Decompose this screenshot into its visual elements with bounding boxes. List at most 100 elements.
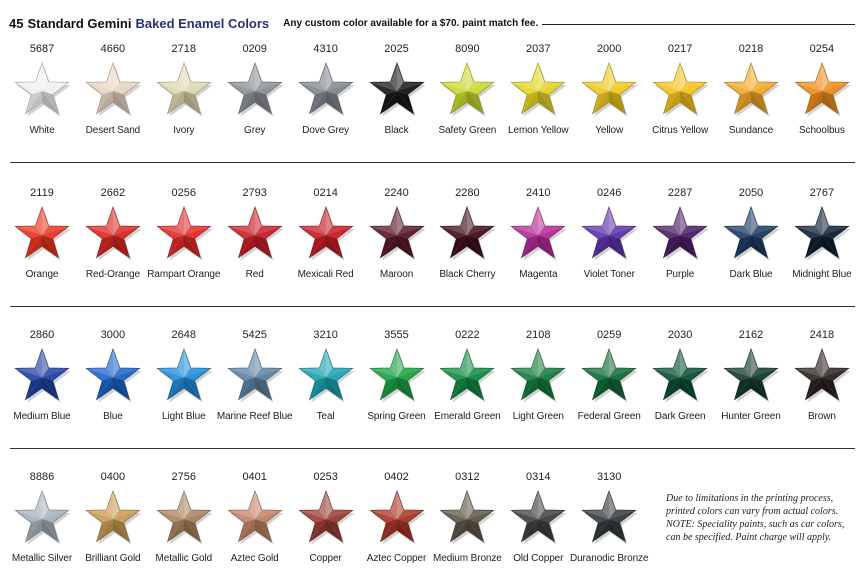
color-swatch: 2648 Light Blue xyxy=(148,328,220,438)
color-code: 0259 xyxy=(596,329,622,341)
star-icon xyxy=(224,60,286,122)
star-icon xyxy=(153,346,215,408)
color-name: Mexicali Red xyxy=(297,269,354,280)
color-name: Maroon xyxy=(379,269,414,280)
color-name: Teal xyxy=(316,411,335,422)
swatch-row: 8886 Metallic Silver 0400 Brilliant Gold 2… xyxy=(0,470,867,580)
disclaimer-line: Due to limitations in the printing proce… xyxy=(666,493,834,504)
color-code: 2648 xyxy=(171,329,197,341)
color-code: 5425 xyxy=(242,329,267,341)
page-title: Baked Enamel Colors xyxy=(135,15,270,31)
star-icon xyxy=(507,60,569,122)
star-icon xyxy=(436,488,498,550)
color-code: 2162 xyxy=(738,329,764,341)
color-name: Black Cherry xyxy=(439,269,496,280)
color-code: 8090 xyxy=(455,43,480,55)
color-swatch: 3000 Blue xyxy=(77,328,149,438)
color-code: 0222 xyxy=(455,329,480,341)
star-icon xyxy=(507,204,569,266)
color-name: Copper xyxy=(309,553,342,564)
star-icon xyxy=(649,346,711,408)
color-name: Lemon Yellow xyxy=(508,125,569,136)
color-swatch: 2000 Yellow xyxy=(573,42,645,152)
color-code: 0256 xyxy=(171,187,197,199)
disclaimer-line: can be specified. Paint charge will appl… xyxy=(666,532,832,543)
color-code: 4310 xyxy=(313,43,338,55)
color-swatch: 2287 Purple xyxy=(644,186,716,296)
color-swatch: 2767 Midnight Blue xyxy=(786,186,858,296)
color-swatch: 8090 Safety Green xyxy=(431,42,503,152)
color-code: 4660 xyxy=(100,43,126,55)
color-swatch: 4310 Dove Grey xyxy=(290,42,362,152)
color-swatch: 2162 Hunter Green xyxy=(715,328,787,438)
color-name: Medium Blue xyxy=(13,411,71,422)
row-divider xyxy=(10,448,855,449)
color-swatch: 3555 Spring Green xyxy=(361,328,433,438)
star-icon xyxy=(153,488,215,550)
color-swatch: 2240 Maroon xyxy=(361,186,433,296)
color-code: 0314 xyxy=(526,471,551,483)
color-code: 3000 xyxy=(100,329,126,341)
color-swatch: 2410 Magenta xyxy=(502,186,574,296)
star-icon xyxy=(82,204,144,266)
color-name: Safety Green xyxy=(438,125,497,136)
color-swatch: 0222 Emerald Green xyxy=(431,328,503,438)
color-name: Schoolbus xyxy=(798,125,845,136)
star-icon xyxy=(295,488,357,550)
color-name: Citrus Yellow xyxy=(652,125,709,136)
star-icon xyxy=(578,488,640,550)
color-code: 0253 xyxy=(313,471,338,483)
color-code: 2240 xyxy=(384,187,409,199)
color-name: Metallic Silver xyxy=(11,553,73,564)
row-divider xyxy=(10,162,855,163)
star-icon xyxy=(578,204,640,266)
color-count: 45 xyxy=(9,15,24,31)
color-swatch: 4660 Desert Sand xyxy=(77,42,149,152)
color-code: 2037 xyxy=(526,43,551,55)
printing-disclaimer: Due to limitations in the printing proce… xyxy=(666,492,866,544)
star-icon xyxy=(720,346,782,408)
star-icon xyxy=(791,60,853,122)
color-name: Aztec Copper xyxy=(366,553,427,564)
color-name: Federal Green xyxy=(577,411,641,422)
swatch-row: 5687 White 4660 Desert Sand 2718 Ivory 0209… xyxy=(0,42,867,152)
color-name: Light Green xyxy=(512,411,564,422)
color-swatch: 2756 Metallic Gold xyxy=(148,470,220,580)
color-name: Violet Toner xyxy=(583,269,635,280)
color-name: Duranodic Bronze xyxy=(569,553,649,564)
color-swatch: 3130 Duranodic Bronze xyxy=(569,470,649,580)
color-swatch: 2793 Red xyxy=(219,186,291,296)
color-swatch: 0214 Mexicali Red xyxy=(290,186,362,296)
color-name: Old Copper xyxy=(513,553,564,564)
color-swatch: 2025 Black xyxy=(361,42,433,152)
color-code: 2287 xyxy=(667,187,693,199)
star-icon xyxy=(224,346,286,408)
star-icon xyxy=(578,346,640,408)
star-icon xyxy=(791,346,853,408)
star-icon xyxy=(153,204,215,266)
color-code: 0402 xyxy=(384,471,409,483)
color-code: 3555 xyxy=(384,329,409,341)
color-name: Ivory xyxy=(173,125,195,136)
color-name: Purple xyxy=(665,269,695,280)
star-icon xyxy=(436,204,498,266)
color-swatch: 0259 Federal Green xyxy=(573,328,645,438)
color-code: 5687 xyxy=(29,43,55,55)
color-swatch: 0256 Rampart Orange xyxy=(147,186,220,296)
color-swatch: 2860 Medium Blue xyxy=(6,328,78,438)
color-code: 2793 xyxy=(242,187,267,199)
color-name: Red-Orange xyxy=(85,269,140,280)
custom-color-note: Any custom color available for a $70. pa… xyxy=(283,17,539,29)
color-name: Hunter Green xyxy=(721,411,781,422)
color-name: Red xyxy=(245,269,264,280)
color-code: 0400 xyxy=(100,471,126,483)
color-code: 2280 xyxy=(455,187,480,199)
color-code: 2000 xyxy=(596,43,622,55)
color-swatch: 3210 Teal xyxy=(290,328,362,438)
star-icon xyxy=(82,346,144,408)
star-icon xyxy=(507,488,569,550)
color-swatch: 2662 Red-Orange xyxy=(77,186,149,296)
color-swatch: 2037 Lemon Yellow xyxy=(502,42,574,152)
star-icon xyxy=(649,204,711,266)
star-icon xyxy=(224,204,286,266)
